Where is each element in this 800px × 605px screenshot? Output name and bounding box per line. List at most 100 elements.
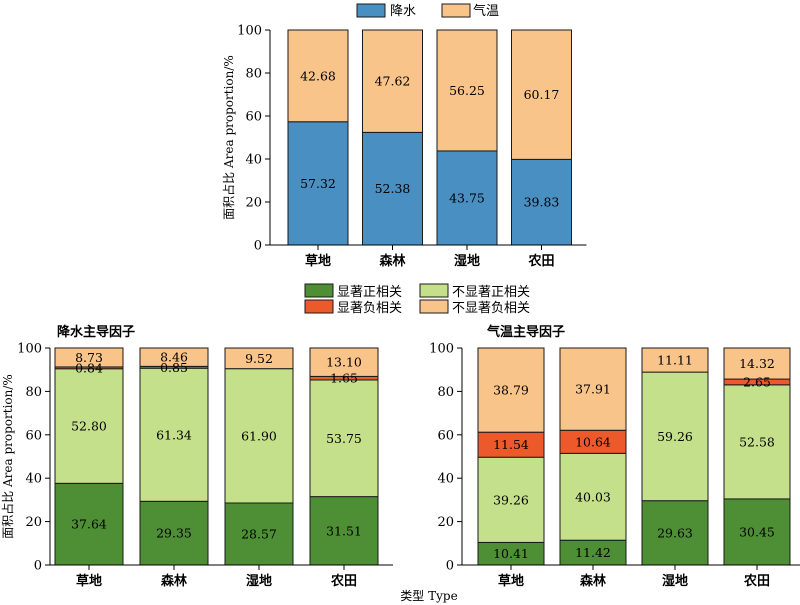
data-label-2-3-3: 14.32	[739, 356, 775, 371]
legend-label-factor-1: 不显著正相关	[452, 285, 530, 300]
data-label-1-0-1: 29.35	[156, 526, 192, 541]
y-tick-label-1-4: 80	[25, 385, 42, 400]
y-tick-label-2-3: 60	[437, 428, 454, 443]
y-tick-label-1-3: 60	[25, 428, 42, 443]
bar-0-1-3	[511, 29, 572, 160]
bar-0-1-0	[287, 29, 349, 123]
data-label-2-3-1: 37.91	[575, 382, 611, 397]
data-label-0-0-2: 43.75	[449, 190, 485, 205]
y-tick-label-2-5: 100	[429, 342, 454, 357]
data-label-0-0-3: 39.83	[524, 195, 560, 210]
y-tick-label-1-2: 40	[25, 472, 42, 487]
data-label-1-2-1: 0.85	[160, 360, 188, 375]
y-tick-label-0-4: 80	[245, 67, 262, 82]
bar-2-1-0	[477, 456, 545, 543]
bar-2-3-0	[477, 347, 545, 433]
legend-top: 降水 气温	[356, 3, 499, 19]
data-label-1-3-1: 8.46	[160, 350, 188, 365]
bar-1-1-1	[139, 367, 209, 502]
chart-panel-2: 10.41 39.26 11.54 38.79 草地 11.42 40.03 10.64 37.…	[429, 324, 800, 589]
y-tick-label-0-0: 0	[254, 239, 262, 254]
data-label-2-1-2: 59.26	[657, 429, 693, 444]
category-label-1-1: 森林	[161, 573, 187, 589]
bar-0-1-2	[436, 29, 498, 152]
chart-panel-1: 37.64 52.80 0.848.73 草地 29.35 61.34 0.858.46 森林…	[0, 324, 393, 589]
bar-1-3-3	[309, 347, 379, 377]
data-label-0-0-1: 52.38	[375, 181, 411, 196]
bar-1-0-3	[309, 496, 379, 566]
legend-swatch-1	[441, 3, 471, 18]
panel-title-1: 降水主导因子	[57, 324, 135, 340]
legend-label-factor-2: 显著负相关	[337, 301, 402, 316]
y-tick-label-2-2: 40	[437, 472, 454, 487]
category-label-2-0: 草地	[498, 573, 524, 589]
category-label-2-3: 农田	[743, 573, 770, 589]
data-label-2-2-0: 11.54	[493, 437, 529, 452]
bar-1-1-3	[309, 379, 379, 498]
chart-panel-0: 57.32 42.68 草地 52.38 47.62 森林 43.75 56.25 湿地 39.8…	[221, 24, 587, 269]
y-tick-label-1-0: 0	[34, 559, 42, 574]
panel-title-2: 气温主导因子	[487, 324, 565, 340]
legend-label-1: 气温	[473, 3, 499, 19]
bar-0-0-0	[287, 121, 349, 246]
y-axis-label-0: 面积占比 Area proportion/%	[221, 55, 236, 220]
bar-2-0-1	[559, 539, 627, 566]
legend-swatch-0	[356, 3, 386, 18]
data-label-1-1-2: 61.90	[241, 428, 277, 443]
legend-swatch-factor-0	[304, 283, 334, 298]
legend-swatch-factor-3	[419, 299, 449, 314]
data-label-2-0-0: 10.41	[493, 546, 529, 561]
y-tick-label-2-0: 0	[446, 559, 454, 574]
category-label-2-1: 森林	[580, 573, 606, 589]
category-label-0-3: 农田	[527, 253, 554, 269]
data-label-0-0-0: 57.32	[300, 176, 336, 191]
bar-2-1-2	[641, 371, 709, 502]
data-label-2-3-0: 38.79	[493, 383, 529, 398]
legend-swatch-factor-1	[419, 283, 449, 298]
category-label-1-3: 农田	[330, 573, 357, 589]
data-label-1-1-1: 61.34	[156, 427, 192, 442]
data-label-1-1-0: 52.80	[71, 419, 107, 434]
legend-label-factor-0: 显著正相关	[337, 285, 402, 300]
y-axis-label-1: 面积占比 Area proportion/%	[0, 374, 15, 539]
category-label-0-0: 草地	[305, 253, 331, 269]
data-label-2-0-1: 11.42	[575, 545, 611, 560]
data-label-1-2-3: 1.65	[330, 371, 358, 386]
y-tick-label-0-3: 60	[245, 110, 262, 125]
bar-2-1-1	[559, 452, 627, 541]
bar-2-3-1	[559, 347, 627, 431]
data-label-2-0-2: 29.63	[657, 525, 693, 540]
bar-1-3-1	[139, 347, 209, 367]
data-label-2-2-1: 10.64	[575, 434, 611, 449]
legend-swatch-factor-2	[304, 299, 334, 314]
bar-1-3-2	[224, 347, 294, 370]
bar-1-0-2	[224, 502, 294, 566]
data-label-2-0-3: 30.45	[739, 524, 775, 539]
data-label-0-1-2: 56.25	[449, 83, 485, 98]
y-tick-label-1-1: 20	[25, 515, 42, 530]
category-label-0-2: 湿地	[454, 253, 480, 269]
y-tick-label-2-1: 20	[437, 515, 454, 530]
category-label-0-1: 森林	[379, 253, 405, 269]
bar-2-3-2	[641, 347, 709, 373]
data-label-1-1-3: 53.75	[326, 431, 362, 446]
data-label-2-3-2: 11.11	[657, 353, 693, 368]
bar-1-1-2	[224, 368, 294, 504]
legend-label-factor-3: 不显著负相关	[452, 301, 530, 316]
data-label-0-1-0: 42.68	[300, 68, 336, 83]
x-axis-label: 类型 Type	[400, 589, 457, 603]
data-label-1-3-0: 8.73	[75, 350, 103, 365]
legend-label-0: 降水	[390, 4, 416, 19]
data-label-1-0-3: 31.51	[326, 523, 362, 538]
y-tick-label-0-2: 40	[245, 153, 262, 168]
data-label-2-1-1: 40.03	[575, 489, 611, 504]
y-tick-label-0-1: 20	[245, 196, 262, 211]
y-tick-label-1-5: 100	[17, 342, 42, 357]
y-tick-label-2-4: 80	[437, 385, 454, 400]
data-label-1-0-0: 37.64	[71, 517, 107, 532]
data-label-2-1-3: 52.58	[739, 434, 775, 449]
data-label-0-1-3: 60.17	[524, 87, 560, 102]
bar-2-0-2	[641, 500, 709, 566]
